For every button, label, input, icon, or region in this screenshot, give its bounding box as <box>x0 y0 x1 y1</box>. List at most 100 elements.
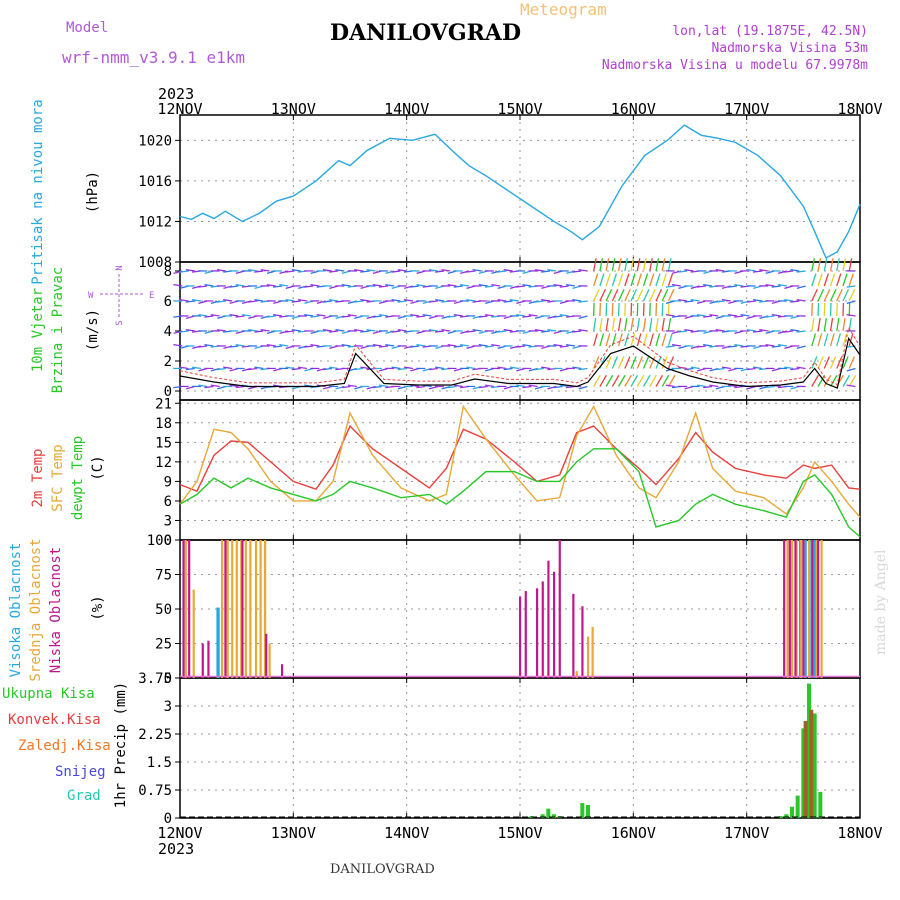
wind-arrow <box>696 285 706 288</box>
wind-arrow <box>391 366 401 370</box>
y-tick-label: 21 <box>155 396 172 412</box>
wind-arrow <box>335 268 345 272</box>
wind-arrow <box>599 288 606 302</box>
wind-arrow <box>599 273 605 287</box>
wind-arrow <box>624 333 630 347</box>
wind-arrow <box>848 288 856 302</box>
wind-arrow <box>836 318 840 332</box>
wind-arrow <box>198 313 208 317</box>
wind-arrow <box>842 288 850 302</box>
wind-arrow <box>435 270 445 273</box>
wind-arrow <box>235 283 245 287</box>
wind-arrow <box>734 343 744 347</box>
wind-arrow <box>709 384 719 388</box>
wind-arrow <box>229 313 239 317</box>
wind-arrow <box>636 356 643 369</box>
y-tick-label: 25 <box>155 637 172 653</box>
wind-arrow <box>829 374 838 387</box>
wind-arrow <box>790 268 800 272</box>
wind-arrow <box>416 283 426 287</box>
wind-arrow <box>391 270 401 273</box>
cloud-bar <box>802 540 805 678</box>
pressure-axis-label: Pritisak na nivou mora <box>30 99 46 284</box>
wind-arrow <box>248 268 258 272</box>
wind-arrow <box>667 318 672 332</box>
wind-arrow <box>410 384 420 388</box>
cloud-bar <box>795 540 798 678</box>
wind-arrow <box>484 384 495 388</box>
wind-arrow <box>372 343 382 347</box>
wind-arrow <box>636 288 644 302</box>
wind-arrow <box>684 300 694 303</box>
wind-arrow <box>410 285 420 288</box>
wind-arrow <box>728 313 738 317</box>
precip-bar <box>803 720 808 818</box>
wind-arrow <box>784 298 794 302</box>
wind-arrow <box>341 283 351 287</box>
wind-arrow <box>198 345 208 348</box>
wind-arrow <box>466 366 476 370</box>
wind-arrow <box>611 288 619 302</box>
wind-arrow <box>667 273 674 287</box>
wind-arrow <box>630 258 635 272</box>
wind-arrow <box>428 328 438 332</box>
wind-arrow <box>829 356 837 369</box>
wind-arrow <box>254 298 264 302</box>
wind-arrow <box>649 273 655 287</box>
cloud-bar <box>184 540 187 678</box>
cloud-bar <box>817 540 820 678</box>
wind-arrow <box>605 356 612 369</box>
compass-south: S <box>115 320 125 325</box>
cloud-bar <box>259 540 262 678</box>
wind-arrow <box>216 268 227 272</box>
wind-arrow <box>391 298 401 302</box>
cloud-bar <box>572 593 575 678</box>
wind-arrow <box>210 384 220 388</box>
wind-arrow <box>752 366 763 370</box>
wind-arrow <box>740 313 750 317</box>
wind-arrow <box>823 288 831 302</box>
wind-arrow <box>204 283 214 287</box>
cloud-bar <box>786 540 789 678</box>
wind-arrow <box>416 385 426 389</box>
wind-arrow <box>559 313 569 317</box>
wind-arrow <box>397 328 407 332</box>
wind-arrow <box>397 367 407 371</box>
wind-arrow <box>516 345 526 348</box>
wind-arrow <box>466 270 476 273</box>
wind-arrow <box>811 356 818 369</box>
x-tick-label-top: 12NOV <box>157 100 202 118</box>
wind-arrow <box>360 330 370 333</box>
cloud-bar <box>791 540 794 678</box>
wind-arrow <box>817 333 823 347</box>
wind-arrow <box>460 343 470 347</box>
cloud-bar <box>788 540 791 678</box>
wind-arrow <box>703 283 713 287</box>
wind-arrow <box>541 270 551 273</box>
cloud-bar <box>547 560 550 678</box>
wind-arrow <box>559 384 569 388</box>
wind-arrow <box>599 318 603 332</box>
cloud-bar <box>800 540 803 678</box>
wind-arrow <box>416 315 426 318</box>
wind-arrow <box>179 298 189 302</box>
wind-arrow <box>630 273 636 287</box>
wind-arrow <box>655 374 664 387</box>
wind-arrow <box>497 330 507 333</box>
wind-arrow <box>829 318 834 332</box>
high-cloud-axis-label: Visoka Oblacnost <box>8 543 24 678</box>
wind-arrow <box>254 366 264 370</box>
wind-arrow <box>572 366 582 370</box>
wind-arrow <box>715 367 725 371</box>
wind-arrow <box>241 313 251 317</box>
wind-arrow <box>285 298 295 302</box>
wind-arrow <box>667 333 673 347</box>
wind-arrow <box>397 268 407 272</box>
wind-arrow <box>671 283 682 287</box>
wind-arrow <box>435 366 445 370</box>
wind-arrow <box>541 366 551 370</box>
cloud-bar <box>241 540 244 678</box>
wind-arrow <box>272 345 283 348</box>
wind-arrow <box>811 273 817 287</box>
x-tick-label-top: 13NOV <box>271 100 316 118</box>
